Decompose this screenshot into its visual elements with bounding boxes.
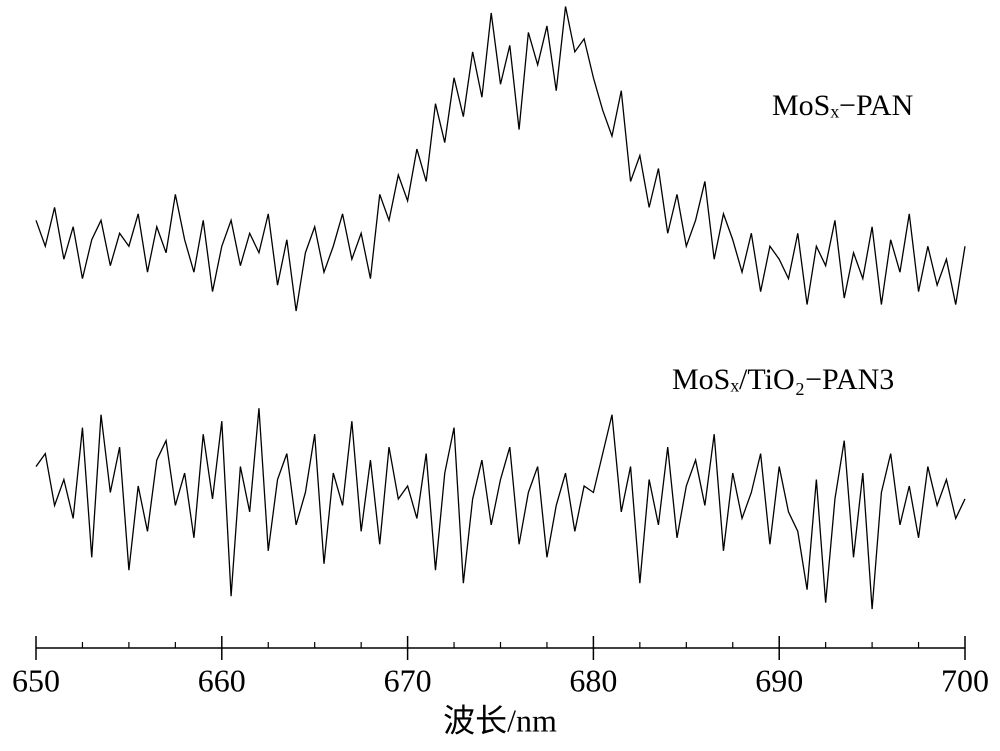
x-tick-label: 660 xyxy=(198,662,246,698)
series-label: MoSₓ−PAN xyxy=(772,89,913,122)
x-tick-label: 680 xyxy=(569,662,617,698)
x-tick-label: 700 xyxy=(941,662,989,698)
series-line xyxy=(35,6,966,312)
x-tick-label: 650 xyxy=(12,662,60,698)
x-tick-label: 690 xyxy=(755,662,803,698)
x-axis-title: 波长/nm xyxy=(443,702,557,738)
series-label: MoSₓ/TiO₂−PAN3 xyxy=(672,363,894,396)
x-tick-label: 670 xyxy=(384,662,432,698)
series-line xyxy=(35,408,966,610)
